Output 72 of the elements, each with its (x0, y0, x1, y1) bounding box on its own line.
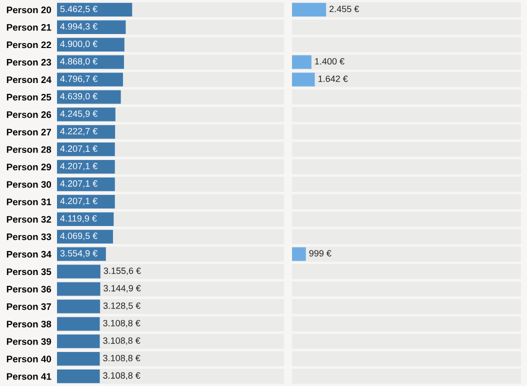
bar (57, 300, 100, 314)
bar (57, 334, 100, 348)
y-tick-label: Person 35 (6, 268, 52, 276)
y-tick-label: Person 36 (6, 286, 52, 293)
y-tick-label: Person 29 (6, 164, 52, 170)
y-tick-label: Person 33 (6, 233, 52, 240)
y-tick-label: Person 26 (6, 111, 52, 118)
bar (57, 369, 100, 384)
data-label: 3.144,9 € (104, 285, 141, 292)
bar (57, 38, 124, 52)
data-label: 4.069,5 € (60, 232, 98, 240)
y-tick-label: Person 27 (6, 128, 52, 136)
y-tick-label: Person 34 (6, 250, 52, 258)
y-tick-label: Person 30 (6, 181, 52, 188)
y-tick-label: Person 32 (6, 216, 52, 223)
y-tick-label: Person 41 (6, 373, 52, 380)
data-label: 4.639,0 € (60, 93, 98, 100)
y-tick-label: Person 25 (6, 94, 52, 101)
data-label: 3.108,8 € (103, 320, 140, 328)
data-label: 4.245,9 € (60, 110, 98, 118)
bar (57, 194, 115, 209)
data-label: 2.455 € (330, 6, 360, 12)
y-tick-label: Person 38 (6, 320, 52, 328)
data-label: 999 € (309, 250, 332, 257)
bar (57, 282, 100, 296)
bar (292, 247, 306, 261)
bar (57, 264, 100, 278)
bar (292, 55, 312, 69)
data-label: 4.868,0 € (60, 58, 98, 66)
bar (57, 108, 116, 122)
data-label: 4.207,1 € (60, 145, 98, 153)
data-label: 3.128,5 € (103, 302, 141, 310)
data-label: 4.222,7 € (60, 128, 98, 136)
bar (57, 142, 115, 156)
y-tick-label: Person 40 (6, 356, 52, 362)
y-tick-label: Person 37 (6, 303, 52, 310)
y-tick-label: Person 20 (6, 6, 52, 14)
y-tick-label: Person 23 (6, 58, 52, 66)
bar (57, 177, 115, 192)
data-label: 4.900,0 € (60, 40, 98, 48)
data-label: 4.207,1 € (60, 198, 98, 206)
data-label: 1.642 € (318, 76, 348, 82)
data-label: 1.400 € (315, 58, 344, 65)
bar (57, 160, 115, 174)
y-tick-label: Person 24 (6, 76, 52, 84)
y-tick-label: Person 31 (6, 198, 52, 206)
bar (57, 212, 114, 226)
data-label: 3.155,6 € (104, 268, 141, 276)
bar (57, 230, 113, 244)
data-label: 4.994,3 € (60, 23, 98, 31)
data-label: 3.108,8 € (103, 354, 140, 362)
y-tick-label: Person 21 (6, 24, 52, 31)
bar (57, 90, 121, 104)
data-label: 4.207,1 € (60, 162, 98, 170)
data-label: 4.119,9 € (60, 215, 97, 223)
bar (57, 72, 123, 86)
bar (57, 125, 116, 139)
y-tick-label: Person 28 (6, 146, 52, 153)
y-tick-label: Person 22 (6, 41, 52, 48)
bar (292, 2, 326, 17)
data-label: 5.462,5 € (60, 6, 98, 14)
y-tick-label: Person 39 (6, 338, 52, 345)
bar (57, 317, 100, 331)
bar (57, 352, 100, 366)
data-label: 3.108,8 € (103, 337, 140, 345)
bar (292, 72, 315, 86)
data-label: 3.108,8 € (103, 372, 140, 380)
data-label: 4.796,7 € (60, 76, 98, 84)
data-label: 4.207,1 € (60, 180, 98, 188)
bar (57, 55, 124, 69)
data-label: 3.554,9 € (60, 250, 98, 258)
bar (57, 20, 126, 34)
